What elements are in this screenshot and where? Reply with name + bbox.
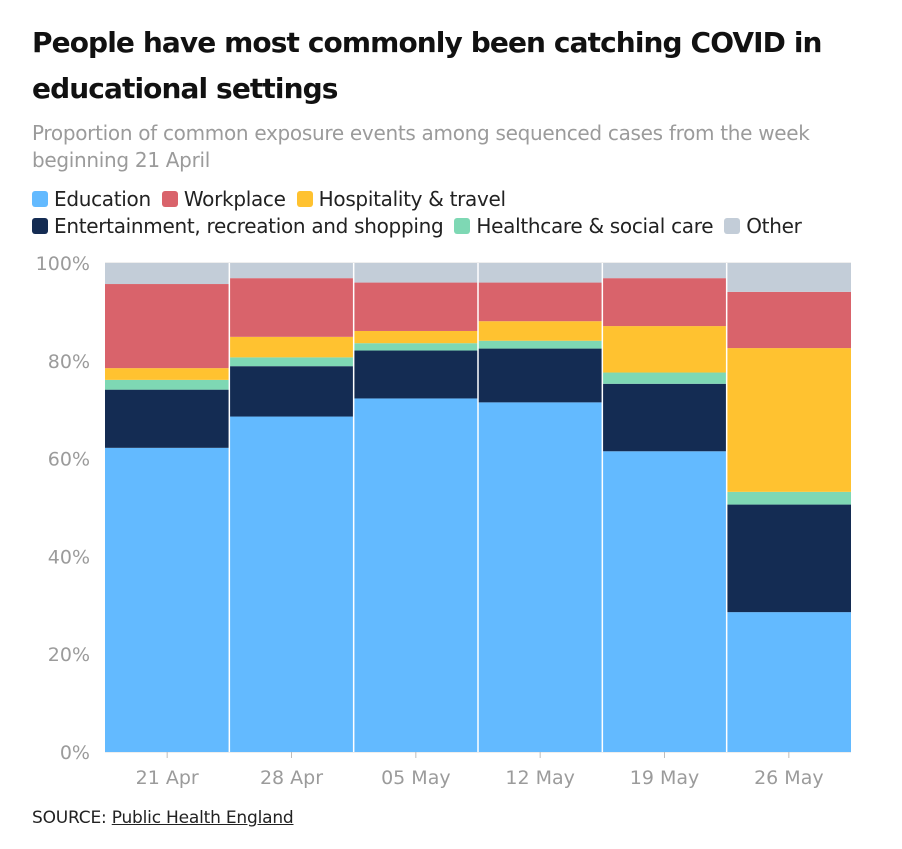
- legend-swatch-education: [32, 190, 48, 207]
- bar-segment-healthcare: [602, 372, 727, 384]
- bar-segment-other: [105, 263, 230, 285]
- bar-segment-healthcare: [353, 343, 478, 351]
- x-tick-label: 26 May: [754, 767, 824, 789]
- y-tick-label: 100%: [36, 253, 90, 275]
- legend-row-1: Education Workplace Hospitality & travel: [32, 185, 892, 212]
- bar-segment-entertainment: [105, 389, 230, 448]
- bar-segment-other: [353, 263, 478, 283]
- legend-item-hospitality: Hospitality & travel: [296, 186, 506, 211]
- bar-segment-other: [229, 263, 354, 279]
- legend-label: Education: [54, 186, 151, 211]
- bar-segment-education: [229, 416, 354, 752]
- bar-segment-workplace: [602, 278, 727, 327]
- legend-item-education: Education: [32, 187, 151, 211]
- x-tick-label: 21 Apr: [136, 767, 199, 789]
- bar-segment-education: [353, 398, 478, 752]
- bar-segment-hospitality: [353, 330, 478, 344]
- bar-stack: [353, 263, 478, 752]
- legend-label: Other: [746, 213, 802, 238]
- bar-segment-entertainment: [229, 366, 354, 417]
- bar-segment-workplace: [229, 278, 354, 337]
- legend-item-workplace: Workplace: [161, 186, 286, 211]
- bar-segment-entertainment: [478, 348, 603, 403]
- source-note: SOURCE: Public Health England: [32, 808, 294, 828]
- bar-segment-hospitality: [105, 368, 230, 380]
- stacked-bar-chart: 0% 20% 40% 60% 80% 100% 21 Apr 28 Apr 05 May 12 …: [36, 253, 851, 789]
- bar-segment-other: [726, 263, 851, 292]
- x-axis-ticks: 21 Apr 28 Apr 05 May 12 May 19 May 26 May: [136, 752, 824, 789]
- chart-title: People have most commonly been catching …: [32, 26, 822, 105]
- legend-row-2: Entertainment, recreation and shopping H…: [32, 212, 892, 239]
- source-link[interactable]: Public Health England: [111, 808, 294, 828]
- bar-stack: [229, 263, 354, 752]
- legend-label: Healthcare & social care: [476, 213, 714, 238]
- legend-swatch-entertainment: [32, 217, 48, 234]
- bar-stack: [478, 263, 603, 752]
- bar-segment-healthcare: [229, 357, 354, 367]
- legend-swatch-hospitality: [296, 190, 313, 207]
- bar-segment-entertainment: [353, 350, 478, 399]
- bar-segment-entertainment: [602, 383, 727, 452]
- bars: [105, 263, 851, 752]
- bar-segment-education: [105, 447, 230, 752]
- bar-segment-hospitality: [229, 336, 354, 358]
- bar-segment-healthcare: [105, 379, 230, 390]
- bar-segment-healthcare: [478, 340, 603, 349]
- legend-swatch-healthcare: [454, 217, 471, 234]
- legend-swatch-other: [724, 217, 741, 234]
- y-axis-ticks: 0% 20% 40% 60% 80% 100%: [36, 253, 90, 764]
- bar-segment-hospitality: [478, 321, 603, 341]
- bar-stack: [105, 263, 230, 752]
- y-tick-label: 20%: [48, 644, 90, 666]
- y-tick-label: 0%: [60, 742, 90, 764]
- y-tick-label: 40%: [48, 546, 90, 568]
- legend: Education Workplace Hospitality & travel…: [32, 185, 892, 239]
- bar-segment-education: [478, 402, 603, 752]
- legend-label: Workplace: [183, 186, 286, 211]
- legend-item-other: Other: [724, 213, 802, 238]
- bar-segment-hospitality: [602, 326, 727, 373]
- legend-swatch-workplace: [161, 190, 178, 207]
- bar-segment-other: [602, 263, 727, 279]
- x-tick-label: 28 Apr: [260, 767, 323, 789]
- bar-stack: [726, 263, 851, 752]
- bar-stack: [602, 263, 727, 752]
- bar-segment-other: [478, 263, 603, 283]
- bar-segment-workplace: [478, 282, 603, 322]
- bar-segment-education: [726, 612, 851, 752]
- legend-label: Hospitality & travel: [318, 186, 506, 211]
- x-tick-label: 19 May: [630, 767, 700, 789]
- source-prefix: SOURCE:: [32, 808, 112, 828]
- bar-segment-workplace: [726, 291, 851, 349]
- y-tick-label: 60%: [48, 449, 90, 471]
- legend-item-entertainment: Entertainment, recreation and shopping: [32, 213, 444, 238]
- x-tick-label: 05 May: [381, 767, 451, 789]
- legend-label: Entertainment, recreation and shopping: [54, 213, 444, 238]
- legend-item-healthcare: Healthcare & social care: [454, 213, 714, 238]
- bar-segment-workplace: [353, 282, 478, 331]
- bar-segment-workplace: [105, 284, 230, 369]
- x-tick-label: 12 May: [505, 767, 575, 789]
- bar-segment-entertainment: [726, 504, 851, 613]
- chart-subtitle: Proportion of common exposure events amo…: [32, 121, 810, 172]
- bar-segment-healthcare: [726, 491, 851, 505]
- bar-segment-education: [602, 451, 727, 752]
- bar-segment-hospitality: [726, 348, 851, 492]
- y-tick-label: 80%: [48, 351, 90, 373]
